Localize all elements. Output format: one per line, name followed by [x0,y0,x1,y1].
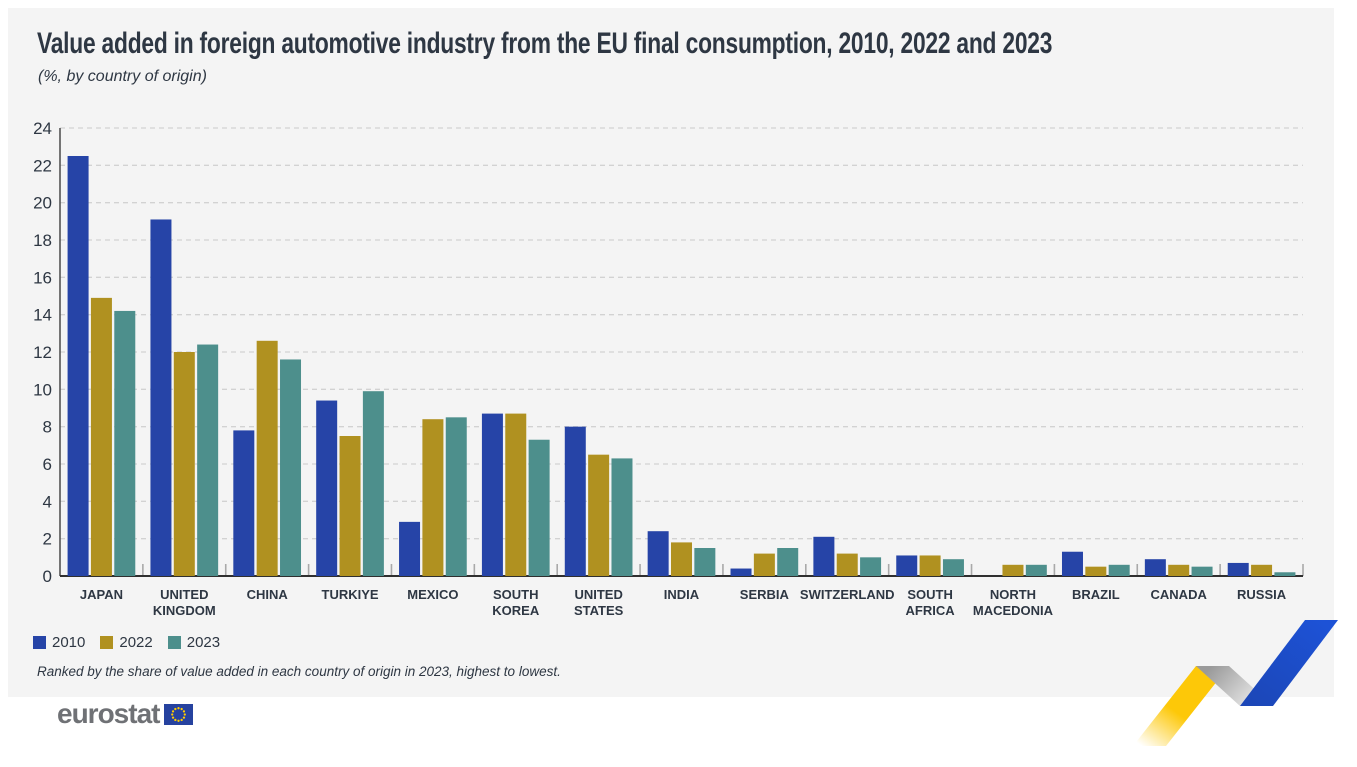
legend-label: 2022 [119,634,153,651]
legend-item-2022: 2022 [100,634,153,651]
eurostat-logo-text: eurostat [57,698,160,729]
chart-title: Value added in foreign automotive indust… [37,27,1053,60]
chart-subtitle: (%, by country of origin) [38,68,207,85]
legend-label: 2010 [52,634,86,651]
chart-panel [8,8,1334,697]
legend-label: 2023 [186,634,221,651]
chart-footnote: Ranked by the share of value added in ea… [37,664,561,679]
legend-swatch-2010 [33,636,46,649]
legend-swatch-2022 [100,636,114,649]
eurostat-logo: eurostat [57,698,194,729]
legend-item-2010: 2010 [33,634,85,651]
legend-item-2023: 2023 [167,634,221,651]
eu-flag-icon [164,703,194,725]
chart-legend: 2010 2022 2023 [33,634,220,651]
legend-swatch-2023 [167,636,181,649]
